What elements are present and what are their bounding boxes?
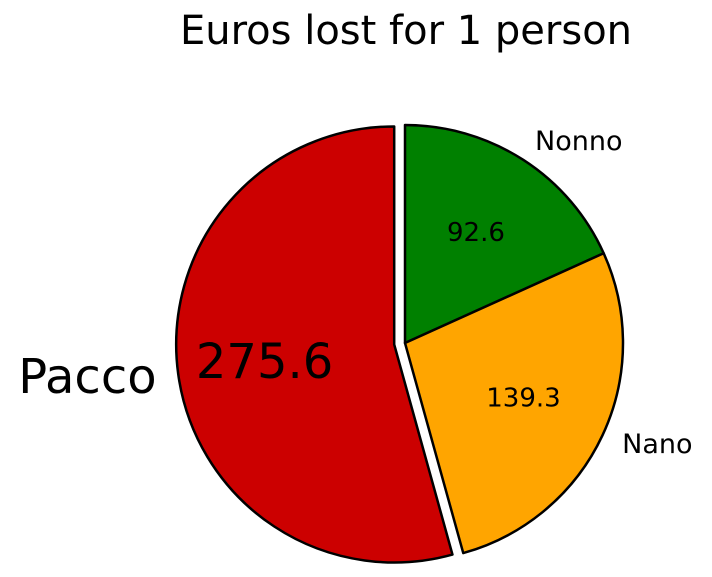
pie-slice-nano xyxy=(403,251,625,555)
pie-labels: 92.6 Nonno 139.3 Nano 275.6 Pacco xyxy=(18,126,692,460)
value-label-nano: 139.3 xyxy=(486,383,560,413)
category-label-nonno: Nonno xyxy=(535,126,622,157)
pie-slices xyxy=(174,123,625,564)
category-label-nano: Nano xyxy=(622,429,692,460)
value-label-nonno: 92.6 xyxy=(447,218,505,248)
pie-slice-pacco xyxy=(174,125,454,564)
chart-title: Euros lost for 1 person xyxy=(179,8,633,54)
value-label-pacco: 275.6 xyxy=(196,334,333,390)
category-label-pacco: Pacco xyxy=(18,349,156,405)
pie-slice-nonno xyxy=(403,123,605,345)
